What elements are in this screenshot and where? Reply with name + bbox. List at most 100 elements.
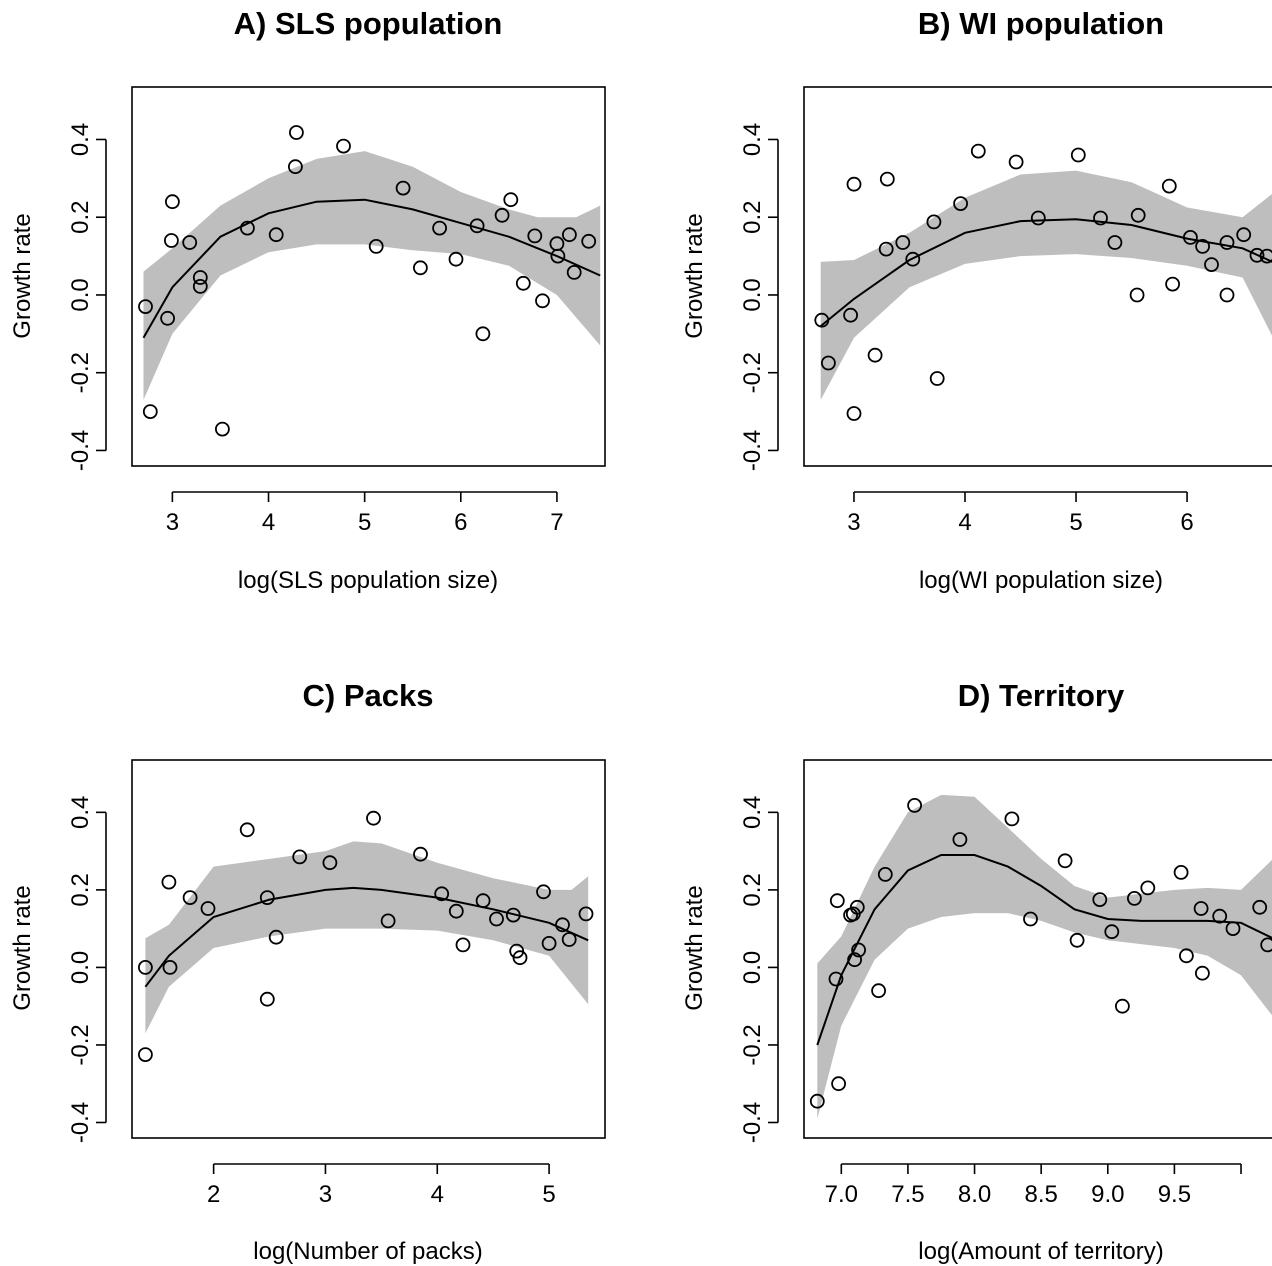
data-point [192, 278, 208, 294]
data-point [535, 293, 550, 309]
data-point [878, 241, 894, 257]
smooth-curve [142, 198, 601, 339]
y-tick-label: 0.2 [739, 873, 766, 906]
data-point [907, 798, 922, 813]
data-point [1195, 965, 1210, 981]
data-point [1236, 227, 1252, 243]
data-point [161, 874, 177, 890]
data-point [475, 326, 491, 342]
data-point [164, 194, 180, 210]
data-point [1104, 924, 1120, 940]
data-point [448, 903, 464, 919]
data-point [259, 991, 275, 1007]
data-point [1030, 210, 1046, 226]
y-tick-label: 0.0 [67, 278, 94, 311]
x-tick-label: 3 [847, 509, 860, 536]
data-point [1129, 287, 1145, 303]
y-tick-label: 0.2 [67, 201, 94, 234]
data-point [160, 310, 176, 326]
y-axis-label: Growth rate [681, 885, 708, 1010]
smooth-curve [144, 886, 589, 988]
panel-d: D) Territory log(Amount of territory) Gr… [681, 678, 1272, 1265]
data-point [142, 404, 158, 420]
data-point [1008, 154, 1024, 170]
data-point [366, 810, 381, 826]
data-point [259, 890, 275, 905]
panel-title: A) SLS population [234, 6, 503, 41]
data-point [566, 264, 582, 280]
data-point [1130, 207, 1146, 223]
data-point [412, 260, 428, 276]
y-tick-label: -0.4 [67, 430, 94, 471]
x-tick-label: 5 [1069, 509, 1082, 536]
x-tick-label: 6 [1180, 509, 1193, 536]
data-point [1212, 908, 1228, 924]
data-point [536, 884, 551, 900]
data-point [292, 849, 308, 865]
x-axis-label: log(WI population size) [919, 567, 1163, 594]
x-tick-label: 7.0 [825, 1181, 858, 1208]
data-point [895, 235, 911, 250]
panel-b: B) WI population log(WI population size)… [681, 6, 1272, 594]
plot-area: 3 4 5 6 7 -0.4 -0.2 0.0 0.2 0.4 [67, 86, 606, 536]
confidence-band [817, 794, 1272, 1119]
data-point [494, 207, 510, 223]
data-point [138, 299, 153, 315]
data-point [268, 929, 284, 945]
data-point [1161, 178, 1177, 194]
y-tick-label: -0.2 [67, 1024, 94, 1065]
data-point [1204, 257, 1219, 273]
data-point [432, 220, 448, 236]
data-point [1260, 937, 1272, 953]
data-point [851, 942, 866, 958]
data-point [336, 138, 351, 154]
x-tick-label: 8.0 [958, 1181, 991, 1208]
x-axis-label: log(SLS population size) [238, 567, 498, 594]
smooth-curve [816, 854, 1272, 1046]
data-point [831, 1076, 846, 1092]
panel-title: B) WI population [918, 6, 1164, 41]
x-tick-label: 9.0 [1091, 1181, 1124, 1208]
data-point [550, 248, 566, 264]
data-point [1069, 932, 1085, 948]
x-tick-label: 2 [207, 1181, 220, 1208]
panel-c: C) Packs log(Number of packs) Growth rat… [9, 678, 606, 1265]
data-point [395, 180, 411, 196]
data-point [268, 227, 284, 243]
x-tick-label: 4 [958, 509, 971, 536]
y-tick-label: -0.2 [739, 352, 766, 393]
data-point [505, 907, 521, 923]
data-point [455, 937, 471, 953]
data-point [1195, 238, 1210, 254]
data-point [879, 171, 895, 187]
data-point [239, 822, 255, 838]
data-point [953, 196, 968, 212]
x-tick-label: 5 [358, 509, 371, 536]
data-point [1252, 899, 1268, 915]
y-axis-label: Growth rate [9, 213, 36, 338]
data-point [1173, 865, 1189, 880]
data-point [1070, 147, 1086, 163]
data-point [846, 406, 862, 421]
data-point [1219, 287, 1235, 303]
x-tick-label: 3 [319, 1181, 332, 1208]
smooth-curve [820, 218, 1272, 327]
y-tick-label: -0.2 [67, 352, 94, 393]
y-axis-label: Growth rate [681, 213, 708, 338]
data-point [1183, 229, 1198, 245]
data-point [1023, 911, 1038, 927]
x-tick-label: 7.5 [891, 1181, 924, 1208]
x-tick-label: 9.5 [1158, 1181, 1191, 1208]
data-point [182, 235, 198, 250]
data-point [970, 143, 986, 159]
data-point [475, 893, 491, 909]
data-point [867, 347, 883, 363]
data-point [1093, 210, 1108, 226]
data-point [515, 275, 531, 291]
x-axis-label: log(Amount of territory) [918, 1238, 1163, 1265]
data-point [182, 890, 198, 905]
data-point [512, 950, 528, 966]
x-tick-label: 4 [262, 509, 275, 536]
y-tick-label: 0.0 [739, 278, 766, 311]
